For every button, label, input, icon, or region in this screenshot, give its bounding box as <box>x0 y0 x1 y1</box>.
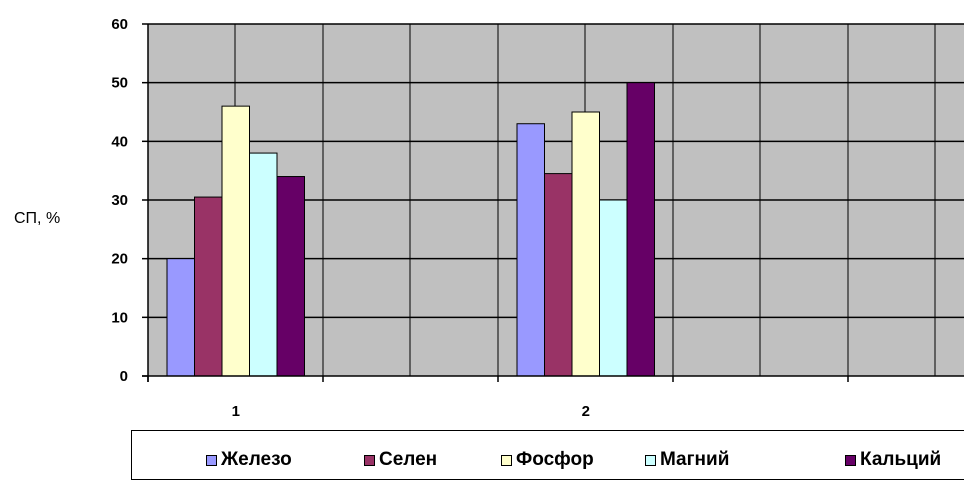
legend: Железо Селен Фосфор Магний Кальций <box>131 430 964 480</box>
bar-Кальций-2 <box>626 82 655 377</box>
legend-item-Кальций: Кальций <box>845 449 941 471</box>
x-tick-label: 1 <box>232 403 240 420</box>
axes <box>142 23 964 382</box>
legend-item-Селен: Селен <box>364 449 437 471</box>
legend-label: Селен <box>379 449 438 470</box>
y-tick-label: 50 <box>111 75 128 92</box>
bar-Фосфор-1 <box>221 105 250 377</box>
bar-Магний-1 <box>249 152 278 377</box>
y-tick-label: 40 <box>111 133 128 150</box>
y-tick-label: 60 <box>111 16 128 33</box>
bar-Железо-1 <box>166 258 195 377</box>
y-tick-label: 30 <box>111 192 128 209</box>
legend-item-Магний: Магний <box>645 449 729 471</box>
y-tick-labels: 0 10 20 30 40 50 60 <box>111 16 128 385</box>
bar-Фосфор-2 <box>571 111 600 377</box>
legend-swatch <box>206 454 217 466</box>
bar-Кальций-1 <box>276 176 305 377</box>
legend-label: Фосфор <box>516 449 594 470</box>
legend-swatch <box>645 454 656 466</box>
y-tick-label: 10 <box>111 309 128 326</box>
bars <box>166 82 655 377</box>
legend-label: Кальций <box>860 449 942 470</box>
y-tick-label: 20 <box>111 251 128 268</box>
legend-item-Фосфор: Фосфор <box>501 449 594 471</box>
legend-label: Железо <box>221 449 292 470</box>
x-tick-label: 2 <box>582 403 590 420</box>
y-tick-label: 0 <box>120 368 128 385</box>
bar-Селен-2 <box>544 173 573 377</box>
legend-item-Железо: Железо <box>206 449 292 471</box>
bar-Железо-2 <box>516 123 545 377</box>
bar-Магний-2 <box>599 199 628 377</box>
y-axis-label: СП, % <box>14 210 60 227</box>
bar-Селен-1 <box>194 196 223 377</box>
legend-swatch <box>845 454 856 466</box>
legend-swatch <box>501 454 512 466</box>
legend-label: Магний <box>660 449 730 470</box>
legend-swatch <box>364 454 375 466</box>
